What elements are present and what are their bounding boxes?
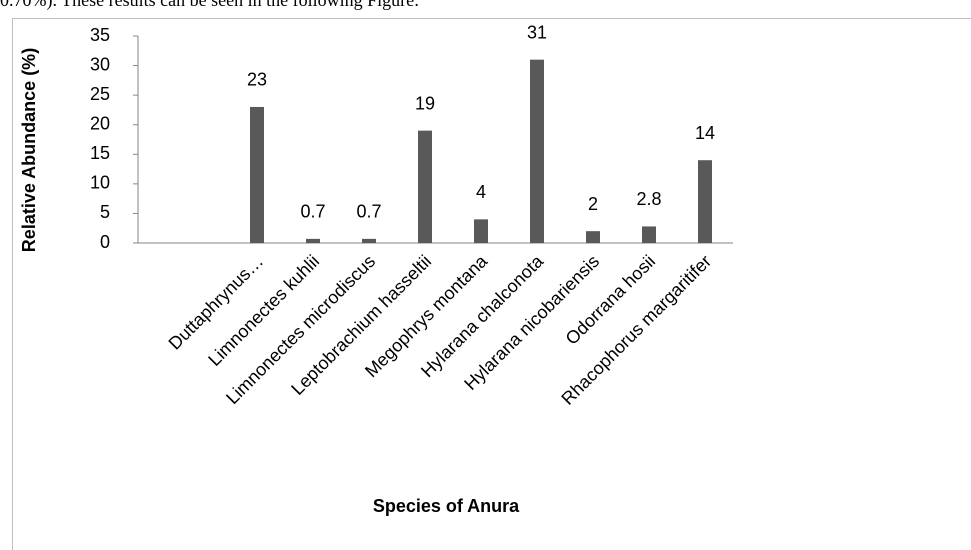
y-tick-label: 15 — [90, 143, 110, 163]
bar — [306, 238, 320, 243]
value-label: 2.8 — [636, 189, 661, 209]
bar — [530, 59, 544, 244]
value-label: 14 — [695, 123, 715, 143]
y-tick-label: 25 — [90, 84, 110, 104]
value-label: 0.7 — [356, 202, 381, 222]
value-label: 0.7 — [300, 202, 325, 222]
y-tick-label: 5 — [100, 202, 110, 222]
value-label: 19 — [415, 93, 435, 113]
value-label: 2 — [588, 194, 598, 214]
y-tick-label: 10 — [90, 173, 110, 193]
y-tick-label: 20 — [90, 113, 110, 133]
y-tick-label: 35 — [90, 25, 110, 45]
x-tick-label: Duttaphrynus… — [165, 251, 268, 354]
value-label: 4 — [476, 182, 486, 202]
intro-text: 0.70%). These results can be seen in the… — [0, 0, 419, 11]
bar — [698, 160, 712, 243]
x-axis-title: Species of Anura — [373, 496, 520, 516]
bar — [250, 106, 264, 243]
bar — [474, 219, 488, 243]
bar — [362, 238, 376, 243]
bar — [586, 231, 600, 243]
value-label: 31 — [527, 22, 547, 42]
value-label: 23 — [247, 70, 267, 90]
chart-frame — [12, 18, 971, 550]
y-tick-label: 0 — [100, 232, 110, 252]
y-tick-label: 30 — [90, 54, 110, 74]
bar — [642, 226, 656, 243]
y-axis-title: Relative Abundance (%) — [19, 48, 39, 252]
bar — [418, 130, 432, 243]
